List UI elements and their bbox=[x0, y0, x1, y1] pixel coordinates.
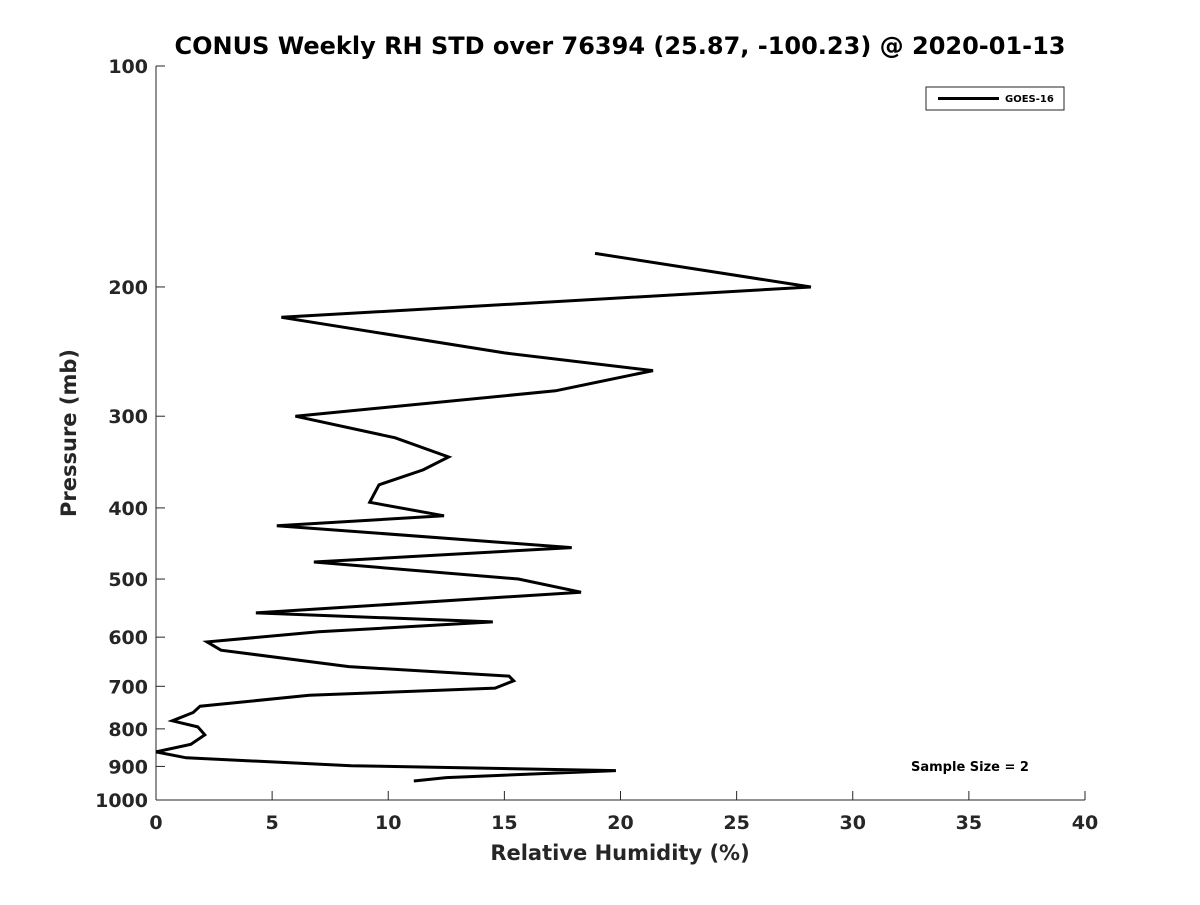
x-axis-label: Relative Humidity (%) bbox=[490, 841, 749, 865]
x-tick-label: 0 bbox=[149, 812, 162, 834]
y-tick-label: 400 bbox=[108, 498, 148, 520]
x-tick-label: 15 bbox=[491, 812, 517, 834]
x-tick-label: 30 bbox=[840, 812, 866, 834]
y-tick-label: 300 bbox=[108, 406, 148, 428]
sample-size-annotation: Sample Size = 2 bbox=[911, 760, 1029, 775]
y-axis-label: Pressure (mb) bbox=[57, 349, 81, 517]
series-line-goes-16 bbox=[155, 251, 812, 783]
x-tick-label: 10 bbox=[375, 812, 401, 834]
x-tick-label: 5 bbox=[266, 812, 279, 834]
y-tick-label: 800 bbox=[108, 719, 148, 741]
series-group bbox=[155, 251, 812, 783]
x-tick-label: 20 bbox=[607, 812, 633, 834]
y-tick-label: 100 bbox=[108, 56, 148, 78]
legend: GOES-16 bbox=[925, 86, 1065, 111]
y-tick-label: 1000 bbox=[95, 790, 148, 812]
y-ticks: 100 200 300 400 500 600 700 800 900 1000 bbox=[95, 56, 165, 812]
x-tick-label: 35 bbox=[956, 812, 982, 834]
y-tick-label: 700 bbox=[108, 676, 148, 698]
x-ticks: 0 5 10 15 20 25 30 35 40 bbox=[149, 791, 1098, 834]
y-tick-label: 500 bbox=[108, 569, 148, 591]
legend-label-goes-16: GOES-16 bbox=[1005, 94, 1054, 105]
chart-title: CONUS Weekly RH STD over 76394 (25.87, -… bbox=[174, 32, 1065, 60]
y-tick-label: 900 bbox=[108, 756, 148, 778]
x-tick-label: 25 bbox=[723, 812, 749, 834]
y-tick-label: 600 bbox=[108, 627, 148, 649]
y-tick-label: 200 bbox=[108, 277, 148, 299]
x-tick-label: 40 bbox=[1072, 812, 1098, 834]
